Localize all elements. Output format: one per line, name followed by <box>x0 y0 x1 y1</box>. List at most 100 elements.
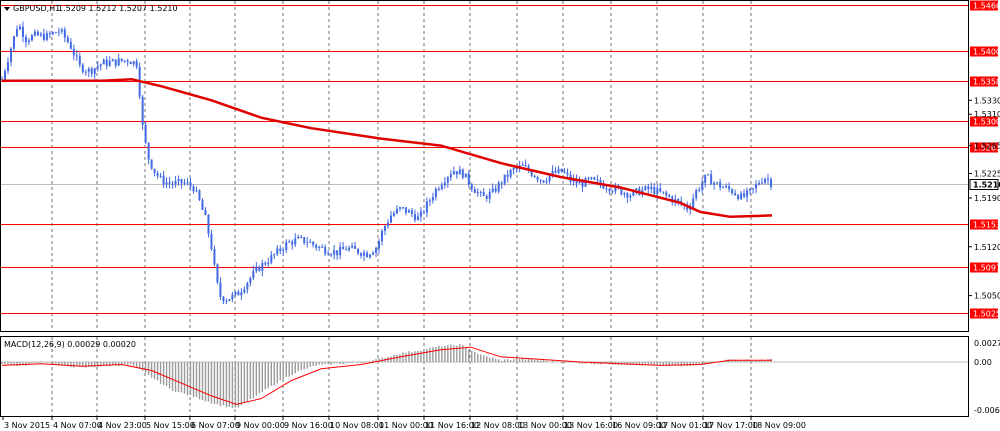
candle-body <box>345 249 348 251</box>
macd-panel[interactable]: MACD(12,26,9) 0.00029 0.00020 0.00275 0.… <box>0 336 1000 417</box>
candle-body <box>384 226 387 231</box>
candle-body <box>482 192 485 196</box>
candle-body <box>644 186 647 190</box>
candle-body <box>749 188 752 191</box>
candle-body <box>437 188 440 190</box>
candle-body <box>491 188 494 192</box>
candle-body <box>560 168 563 172</box>
candle-body <box>398 207 401 209</box>
price-tick-label: 1.5310 <box>974 110 1000 119</box>
candle-body <box>144 125 147 143</box>
time-tick-label: 10 Nov 08:00 <box>330 421 384 430</box>
candle-body <box>297 236 300 239</box>
candle-body <box>467 173 470 185</box>
candle-body <box>279 248 282 252</box>
candle-body <box>231 294 234 300</box>
candle-body <box>321 246 324 248</box>
candle-body <box>183 182 186 184</box>
candle-body <box>300 236 303 238</box>
time-tick-label: 17 Nov 17:00 <box>704 421 758 430</box>
candle-body <box>276 248 279 255</box>
time-tick-label: 13 Nov 00:00 <box>518 421 572 430</box>
candle-body <box>425 201 428 213</box>
candle-body <box>665 192 668 196</box>
candle-body <box>3 71 6 80</box>
candle-body <box>378 241 381 249</box>
candle-body <box>434 188 437 198</box>
candle-body <box>692 198 695 208</box>
price-tick-label: 1.5190 <box>974 194 1000 203</box>
candle-body <box>111 59 114 62</box>
triangle-down-icon[interactable] <box>4 7 10 11</box>
candle-body <box>381 230 384 242</box>
candle-body <box>228 299 231 301</box>
candle-body <box>716 182 719 184</box>
candle-body <box>635 188 638 191</box>
candle-body <box>72 48 75 56</box>
candle-body <box>479 192 482 194</box>
price-level-tag-label: 1.5091 <box>973 264 1000 273</box>
candle-body <box>686 205 689 210</box>
candle-body <box>440 185 443 190</box>
candle-body <box>147 142 150 160</box>
candle-body <box>458 169 461 175</box>
current-price-tag-label: 1.5210 <box>973 181 1000 190</box>
candle-body <box>285 242 288 251</box>
candle-body <box>554 170 557 173</box>
candle-body <box>572 179 575 182</box>
ohlc-readout: 1.5209 1.5212 1.5207 1.5210 <box>58 4 178 13</box>
candle-body <box>653 187 656 194</box>
candle-body <box>578 181 581 184</box>
price-tick-label: 1.5225 <box>974 170 1000 179</box>
candle-body <box>306 242 309 244</box>
candle-body <box>237 291 240 296</box>
candle-body <box>563 171 566 173</box>
candle-body <box>743 193 746 197</box>
candle-body <box>54 32 57 34</box>
candle-body <box>36 31 39 36</box>
time-tick-label: 3 Nov 2015 <box>4 421 50 430</box>
candle-body <box>186 182 189 184</box>
candle-body <box>12 36 15 49</box>
time-tick-label: 12 Nov 08:00 <box>471 421 525 430</box>
candle-body <box>695 189 698 199</box>
candle-body <box>246 282 249 290</box>
candle-body <box>348 247 351 251</box>
candle-body <box>96 66 99 69</box>
candle-body <box>213 249 216 265</box>
candle-body <box>731 189 734 194</box>
candle-body <box>548 175 551 182</box>
price-level-tag <box>970 262 998 273</box>
candle-body <box>587 178 590 180</box>
candle-body <box>557 168 560 173</box>
candle-body <box>78 56 81 65</box>
symbol-label: GBPUSD,H1 <box>13 4 60 13</box>
candle-body <box>48 33 51 35</box>
candle-body <box>339 246 342 256</box>
candle-body <box>108 61 111 66</box>
candle-body <box>375 248 378 253</box>
candle-body <box>719 182 722 188</box>
candle-body <box>360 253 363 256</box>
candle-body <box>542 180 545 183</box>
time-tick-label: 4 Nov 23:00 <box>98 421 147 430</box>
candle-body <box>746 190 749 197</box>
candle-body <box>105 59 108 66</box>
candle-body <box>114 59 117 66</box>
price-panel[interactable]: 1.5466 1.5400 1.5358 1.5300 1.5263 1.5153 1.50… <box>0 0 1000 332</box>
candle-body <box>210 233 213 250</box>
candle-body <box>201 199 204 210</box>
price-level-tag <box>970 219 998 230</box>
candle-body <box>150 159 153 169</box>
candle-body <box>234 291 237 295</box>
candle-body <box>401 207 404 209</box>
candle-body <box>198 190 201 200</box>
candle-body <box>656 188 659 194</box>
candle-body <box>99 64 102 67</box>
candle-body <box>24 36 27 43</box>
time-tick-label: 17 Nov 01:00 <box>658 421 712 430</box>
candle-body <box>530 170 533 176</box>
candle-body <box>503 174 506 184</box>
